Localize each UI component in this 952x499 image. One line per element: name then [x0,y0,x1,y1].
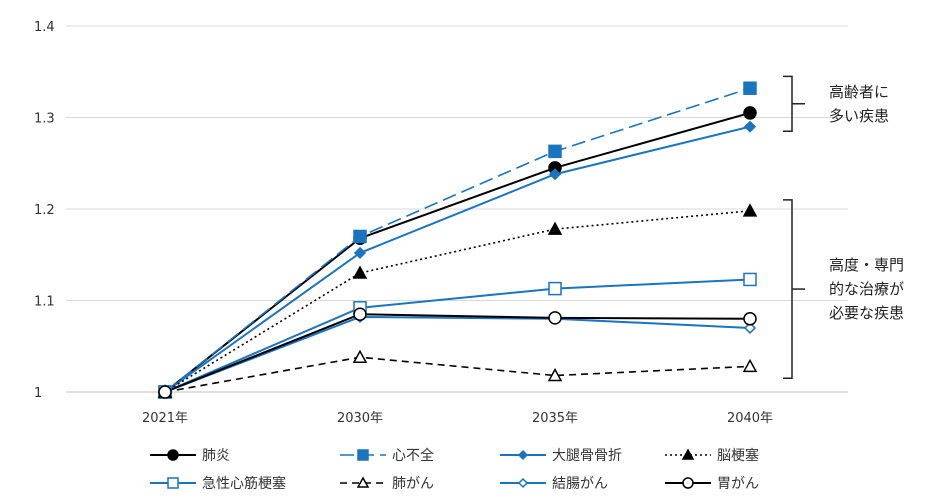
legend-label: 心不全 [392,447,434,464]
data-point [548,311,562,325]
x-tick-label: 2030年 [337,411,383,426]
series-line [164,356,751,393]
annotation-text: 多い疾患 [829,107,889,125]
data-point [548,281,562,296]
data-point [353,229,367,244]
data-point [548,168,562,181]
gridlines [66,25,848,393]
y-tick-label: 1.4 [34,20,55,35]
legend-label: 大腿骨骨折 [552,448,622,464]
y-tick-label: 1.1 [34,295,55,310]
data-point [352,265,368,279]
data-point [517,477,529,489]
series-line [164,210,751,393]
y-tick-label: 1 [34,386,42,401]
data-point [742,358,758,373]
data-point [548,144,562,159]
data-point [353,307,367,321]
data-point [352,349,368,363]
annotation-text: 高齢者に [829,83,889,101]
series-line [164,125,751,393]
annotation-text: 的な治療が [829,280,904,298]
annotation-text: 高度・専門 [829,256,904,274]
legend-label: 胃がん [717,476,759,492]
data-point [547,367,563,382]
data-point [167,477,179,489]
data-point [167,449,179,461]
data-point [743,106,757,120]
data-point [742,203,758,217]
legend-label: 脳梗塞 [717,447,759,464]
x-tick-label: 2035年 [532,411,578,426]
x-axis-ticks: 2021年 2030年 2035年 2040年 [142,411,773,426]
y-axis-ticks: 1 1.1 1.2 1.3 1.4 [34,20,55,401]
data-point [681,448,695,460]
data-point [517,449,529,461]
data-point [743,312,757,326]
series-line [164,313,751,393]
series-line [164,278,751,393]
data-point [356,476,370,488]
data-point [547,221,563,235]
data-point [353,246,367,259]
annotation-text: 必要な疾患 [829,304,904,322]
y-tick-label: 1.3 [34,112,55,127]
series-line [164,111,751,393]
x-tick-label: 2021年 [142,411,188,426]
legend-label: 結腸がん [552,476,608,492]
y-tick-label: 1.2 [34,203,55,218]
data-point [743,272,757,287]
data-point [357,449,369,461]
data-point [743,81,757,95]
data-point [158,385,172,399]
data-point [743,120,757,133]
series-markers [157,81,758,399]
x-tick-label: 2040年 [727,411,773,426]
legend-label: 肺がん [392,476,434,492]
data-point [743,321,757,335]
bracket [783,199,793,380]
series-lines [164,87,751,393]
legend-label: 肺炎 [202,448,230,464]
data-point [682,477,694,489]
series-line [164,315,751,393]
legend-label: 急性心筋梗塞 [202,475,286,492]
bracket [783,75,793,132]
series-line [164,87,751,393]
